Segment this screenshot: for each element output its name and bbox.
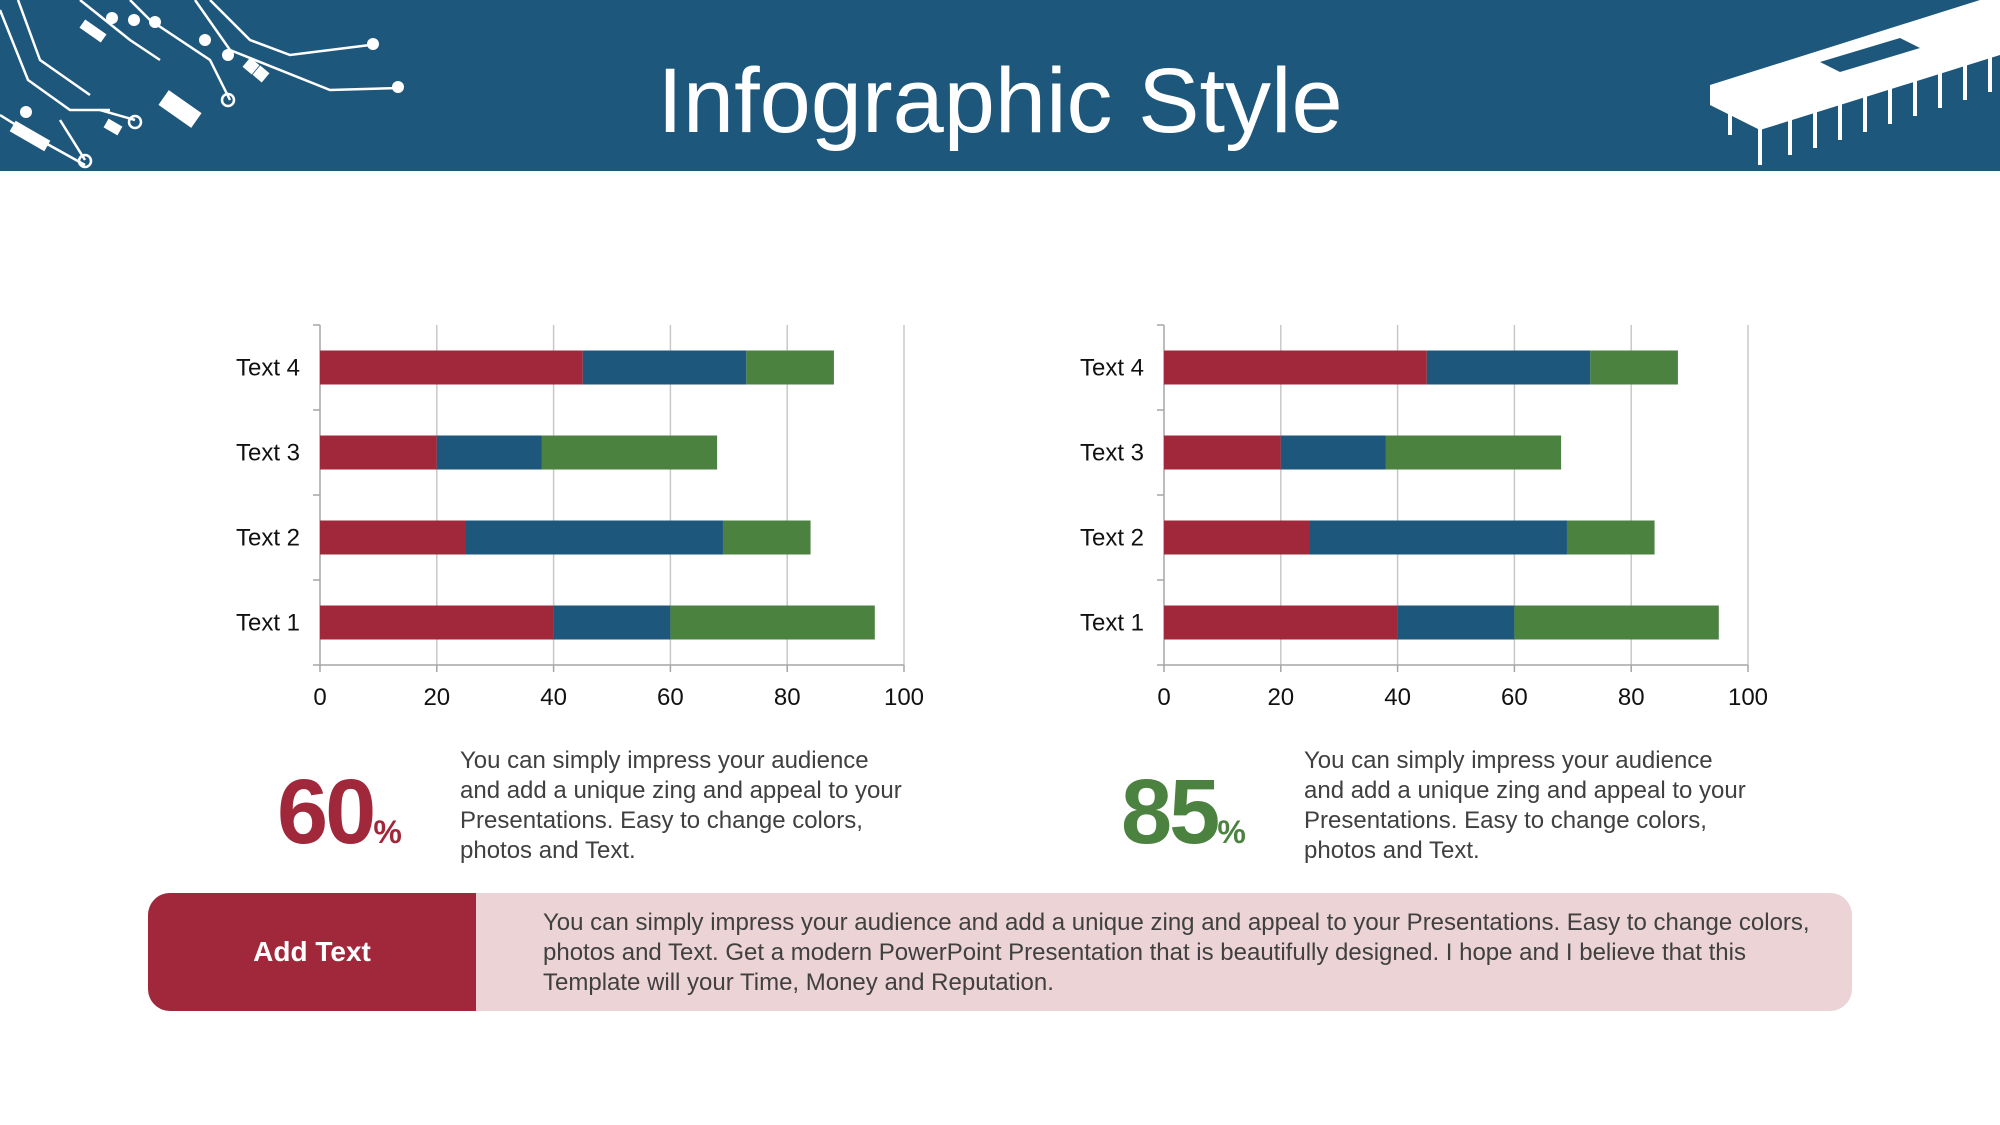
stat-unit: % xyxy=(373,814,402,850)
page-title: Infographic Style xyxy=(657,50,1343,152)
bar-segment-1 xyxy=(553,605,671,640)
bar-segment-1 xyxy=(436,435,542,470)
x-tick-label: 40 xyxy=(1384,684,1411,711)
x-tick-label: 100 xyxy=(1728,684,1768,711)
bar-segment-2 xyxy=(1514,605,1719,640)
bar-segment-2 xyxy=(722,520,811,555)
x-tick-label: 80 xyxy=(1618,684,1645,711)
x-tick-label: 60 xyxy=(1501,684,1528,711)
y-tick-label: Text 3 xyxy=(236,440,300,467)
stacked-bar-chart-left: 0 20 40 60 80 100 Text 1 Text 2 Text 3 Text 4 xyxy=(236,324,924,711)
bar-segment-0 xyxy=(1164,605,1398,640)
bar-segment-1 xyxy=(582,350,747,385)
stat-value: 85 xyxy=(1121,761,1220,863)
bar-segment-1 xyxy=(1397,605,1515,640)
header-banner: Infographic Style xyxy=(0,0,2000,171)
circuit-lines-icon xyxy=(0,0,404,169)
x-tick-label: 20 xyxy=(423,684,450,711)
bar-segment-0 xyxy=(320,605,554,640)
microchip-icon xyxy=(1710,0,2000,165)
y-tick-label: Text 2 xyxy=(1080,525,1144,552)
x-tick-label: 100 xyxy=(884,684,924,711)
bar-segment-1 xyxy=(1280,435,1386,470)
x-tick-label: 80 xyxy=(774,684,801,711)
bar-segment-2 xyxy=(1385,435,1562,470)
bar-segment-0 xyxy=(320,435,437,470)
y-tick-label: Text 4 xyxy=(236,355,300,382)
y-tick-label: Text 2 xyxy=(236,525,300,552)
y-tick-label: Text 1 xyxy=(236,610,300,637)
bar-segment-0 xyxy=(1164,520,1310,555)
bar-segment-2 xyxy=(746,350,834,385)
bar-segment-2 xyxy=(1566,520,1655,555)
stat-unit: % xyxy=(1217,814,1246,850)
stacked-bar-chart-right: 0 20 40 60 80 100 Text 1 Text 2 Text 3 Text 4 xyxy=(1080,324,1768,711)
x-tick-label: 0 xyxy=(313,684,326,711)
bar-segment-1 xyxy=(1310,520,1567,555)
stat-value: 60 xyxy=(277,761,376,863)
bar-segment-0 xyxy=(1164,435,1281,470)
x-tick-label: 60 xyxy=(657,684,684,711)
bottom-description: You can simply impress your audience and… xyxy=(543,909,1810,996)
bar-segment-2 xyxy=(541,435,718,470)
y-tick-label: Text 4 xyxy=(1080,355,1144,382)
x-tick-label: 0 xyxy=(1157,684,1170,711)
stat-left: 60% xyxy=(277,760,402,870)
bar-segment-2 xyxy=(670,605,875,640)
stat-right: 85% xyxy=(1121,760,1246,870)
y-tick-label: Text 1 xyxy=(1080,610,1144,637)
bar-segment-0 xyxy=(1164,350,1427,385)
bar-segment-2 xyxy=(1590,350,1678,385)
stat-description-left: You can simply impress your audience and… xyxy=(460,747,902,864)
y-tick-label: Text 3 xyxy=(1080,440,1144,467)
bottom-text-bar: Add Text You can simply impress your aud… xyxy=(148,893,1852,1011)
bar-segment-1 xyxy=(1426,350,1591,385)
x-tick-label: 40 xyxy=(540,684,567,711)
stat-description-right: You can simply impress your audience and… xyxy=(1304,747,1746,864)
bar-segment-1 xyxy=(466,520,723,555)
add-text-label: Add Text xyxy=(148,893,476,1011)
bar-segment-0 xyxy=(320,520,466,555)
x-tick-label: 20 xyxy=(1267,684,1294,711)
bar-segment-0 xyxy=(320,350,583,385)
